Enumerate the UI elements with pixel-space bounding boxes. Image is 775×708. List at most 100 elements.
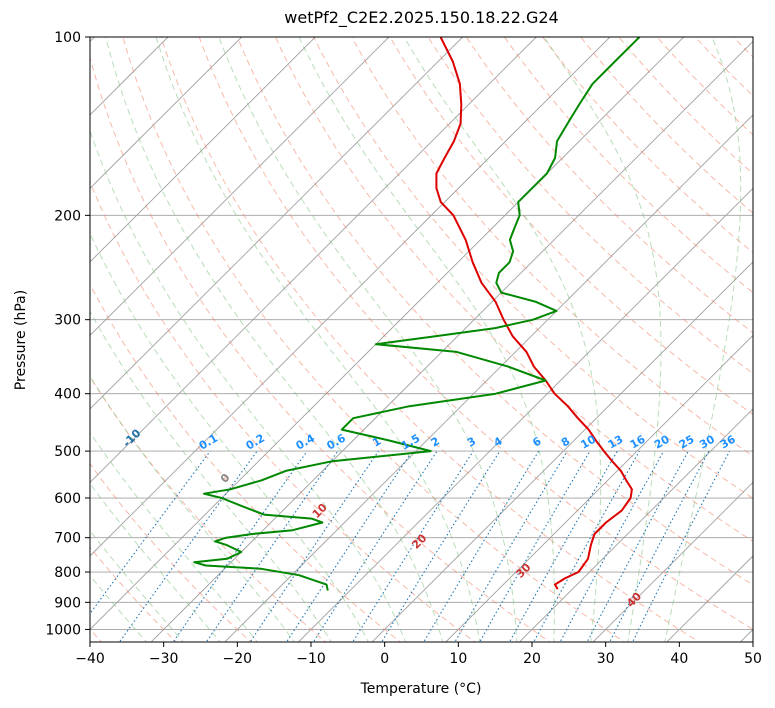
dry-adiabat — [198, 37, 753, 630]
dry-adiabat — [656, 37, 753, 136]
dry-adiabat — [313, 37, 753, 499]
dry-adiabat — [122, 37, 626, 642]
dry-adiabat-label: 20 — [409, 531, 429, 551]
dry-adiabat — [90, 283, 402, 642]
moist-adiabat — [90, 310, 332, 642]
isotherm-line — [90, 37, 243, 190]
isotherm-line — [297, 187, 753, 642]
dry-adiabat — [90, 55, 551, 642]
moist-adiabat — [90, 431, 258, 642]
mixing-ratio-label: 10 — [578, 432, 598, 451]
temperature-profile-line — [435, 37, 633, 590]
isotherm-line — [90, 37, 464, 410]
dry-adiabat — [541, 37, 753, 254]
moist-adiabat — [105, 37, 444, 642]
mixing-ratio-line — [423, 450, 540, 642]
x-tick-label: −20 — [223, 651, 253, 667]
isotherm-line — [739, 628, 753, 642]
mixing-ratio-label: 1 — [370, 435, 383, 450]
y-tick-label: 200 — [54, 208, 81, 224]
mixing-ratio-label: 20 — [652, 432, 672, 451]
isotherm-line — [90, 37, 685, 631]
isotherm-line — [90, 37, 390, 337]
moist-adiabat — [664, 37, 742, 642]
moist-adiabat — [90, 129, 407, 642]
dry-adiabat — [503, 37, 753, 294]
moist-adiabat — [155, 37, 481, 642]
dry-adiabat — [732, 37, 753, 58]
dry-adiabat — [389, 37, 753, 416]
mixing-ratio-line — [631, 450, 731, 642]
mixing-ratio-label: 6 — [530, 434, 543, 449]
y-tick-label: 600 — [54, 491, 81, 507]
mixing-ratio-line — [454, 450, 568, 642]
y-tick-label: 900 — [54, 595, 81, 611]
mixing-ratio-label: 25 — [677, 433, 697, 452]
mixing-ratio-line — [312, 450, 438, 642]
mixing-ratio-line — [352, 450, 474, 642]
mixing-ratio-label: 36 — [718, 432, 738, 451]
mixing-ratio-line — [586, 450, 689, 642]
moist-adiabat — [90, 482, 221, 642]
dry-adiabat-label: 40 — [624, 590, 644, 610]
grid-layer — [90, 37, 753, 642]
moist-adiabat — [298, 37, 555, 642]
moist-adiabat — [90, 232, 369, 642]
mixing-ratio-line — [90, 450, 211, 615]
plot-frame — [89, 36, 754, 643]
moist-adiabat — [90, 574, 148, 642]
y-tick-label: 100 — [54, 30, 81, 46]
y-tick-label: 700 — [54, 531, 81, 547]
dewpoint-profile-line — [193, 37, 641, 591]
mixing-ratio-line — [249, 450, 379, 642]
dry-adiabat — [90, 180, 476, 642]
y-tick-label: 500 — [54, 444, 81, 460]
mixing-ratio-line — [380, 450, 501, 642]
moist-adiabat — [403, 37, 602, 642]
dry-adiabat — [580, 37, 753, 214]
dry-adiabat-label: 0 — [218, 471, 233, 486]
moist-adiabat — [218, 37, 518, 642]
mixing-ratio-label: 1.5 — [399, 432, 422, 453]
mixing-ratio-line — [172, 450, 308, 642]
isotherm-line — [150, 40, 753, 642]
mixing-ratio-label: 30 — [697, 432, 717, 451]
mixing-ratio-label: 16 — [628, 432, 648, 451]
x-tick-label: −40 — [75, 651, 105, 667]
dry-adiabat — [236, 37, 753, 586]
mixing-ratio-label: 0.2 — [244, 432, 267, 453]
label-layer: 0.10.20.40.611.52346810131620253036-100-… — [120, 426, 738, 610]
isotherm-line — [224, 114, 753, 642]
isotherm-line — [592, 481, 753, 642]
mixing-ratio-label: 2 — [429, 435, 442, 450]
isotherm-line — [445, 334, 753, 642]
mixing-ratio-line — [559, 450, 665, 642]
isotherm-line — [518, 408, 753, 642]
y-tick-label: 1000 — [45, 622, 81, 638]
x-axis-label: Temperature (°C) — [360, 681, 482, 697]
x-tick-label: 10 — [449, 651, 467, 667]
mixing-ratio-label: 8 — [559, 435, 572, 450]
mixing-ratio-line — [609, 450, 710, 642]
y-tick-label: 800 — [54, 565, 81, 581]
mixing-ratio-label: 0.4 — [294, 431, 318, 452]
mixing-ratio-line — [118, 450, 258, 642]
x-tick-label: −30 — [149, 651, 179, 667]
x-tick-label: 20 — [523, 651, 541, 667]
isotherm-line — [90, 37, 611, 557]
mixing-ratio-label: 3 — [465, 435, 478, 450]
axis-layer: −40 −30 −20 −10 0 10 20 30 40 5010020030040050060… — [45, 30, 762, 667]
isotherm-line — [90, 37, 316, 263]
dry-adiabat — [90, 375, 327, 642]
isotherm-line — [90, 37, 537, 484]
y-tick-label: 400 — [54, 387, 81, 403]
moist-adiabat — [543, 37, 662, 642]
series-layer — [193, 37, 641, 591]
dry-adiabat — [274, 37, 753, 542]
x-tick-label: 40 — [670, 651, 688, 667]
x-tick-label: −10 — [296, 651, 326, 667]
mixing-ratio-line — [205, 450, 339, 642]
x-tick-label: 30 — [597, 651, 615, 667]
dry-adiabat — [351, 37, 753, 457]
